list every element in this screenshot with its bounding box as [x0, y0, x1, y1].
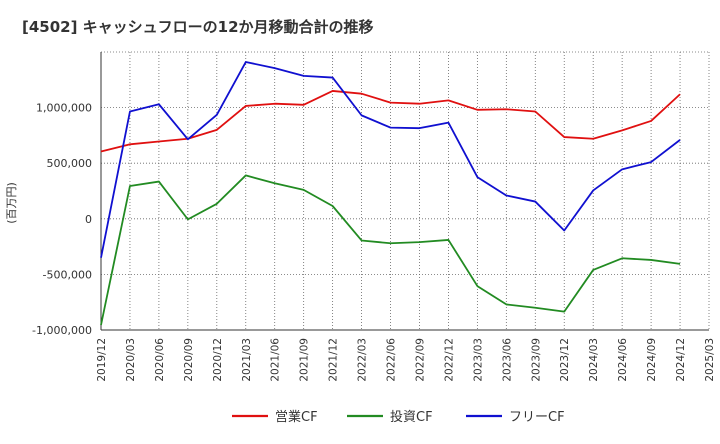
x-tick-label: 2022/12	[443, 338, 455, 382]
x-tick-label: 2024/03	[588, 338, 600, 382]
x-tick-label: 2022/03	[357, 338, 369, 382]
axis-layer: -1,000,000 -500,000 0 500,000 1,000,000 2019/…	[32, 52, 716, 382]
x-tick-label: 2021/09	[299, 338, 311, 382]
x-tick-label: 2020/06	[154, 338, 166, 382]
x-tick-label: 2024/09	[646, 338, 658, 382]
chart-title: [4502] キャッシュフローの12か月移動合計の推移	[22, 18, 374, 36]
legend-label-2: フリーCF	[509, 410, 565, 425]
y-tick-label: 500,000	[47, 157, 93, 170]
series-line-1	[100, 174, 681, 326]
x-tick-label: 2021/03	[241, 338, 253, 382]
x-tick-label: 2021/06	[270, 338, 282, 382]
x-tick-label: 2024/06	[617, 338, 629, 382]
y-axis-label: (百万円)	[5, 182, 18, 224]
legend: 営業CF 投資CF フリーCF	[232, 409, 565, 425]
grid-layer	[100, 51, 710, 331]
x-tick-label: 2023/09	[530, 338, 542, 382]
y-tick-label: 1,000,000	[36, 102, 92, 115]
y-tick-label: -500,000	[43, 268, 92, 281]
x-tick-label: 2025/03	[704, 338, 716, 382]
legend-label-1: 投資CF	[390, 409, 433, 425]
x-tick-label: 2019/12	[96, 338, 108, 382]
x-tick-label: 2023/06	[501, 338, 513, 382]
x-tick-label: 2021/12	[328, 338, 340, 382]
series-line-2	[100, 61, 681, 258]
x-tick-label: 2023/12	[559, 338, 571, 382]
x-tick-label: 2022/09	[414, 338, 426, 382]
y-tick-label: 0	[85, 213, 92, 226]
x-tick-label: 2022/06	[386, 338, 398, 382]
x-tick-label: 2024/12	[675, 338, 687, 382]
x-tick-label: 2020/03	[125, 338, 137, 382]
series-layer	[100, 61, 681, 326]
y-tick-label: -1,000,000	[32, 324, 92, 337]
x-tick-label: 2023/03	[472, 338, 484, 382]
series-line-0	[100, 90, 681, 153]
x-tick-label: 2020/09	[183, 338, 195, 382]
legend-label-0: 営業CF	[275, 409, 318, 425]
x-tick-label: 2020/12	[212, 338, 224, 382]
